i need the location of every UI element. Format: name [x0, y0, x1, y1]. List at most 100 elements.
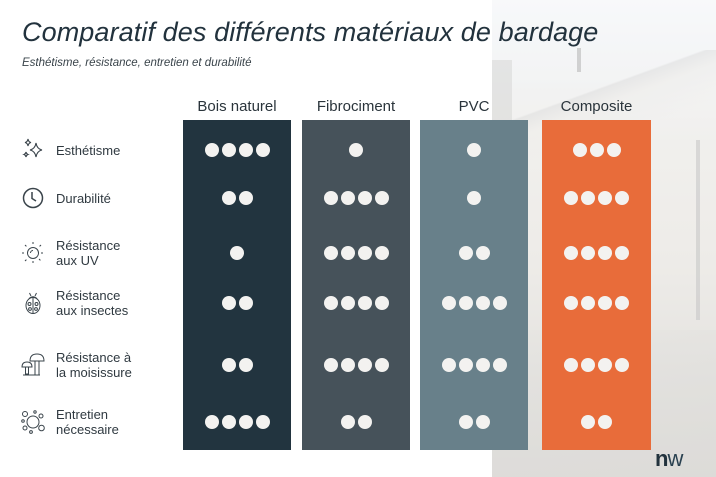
rating-cell [420, 412, 528, 432]
rating-dot [238, 415, 253, 429]
rating-dot [458, 296, 473, 310]
bubbles-icon [20, 409, 46, 435]
column-composite [542, 120, 651, 450]
rating-dot [349, 143, 363, 157]
rating-dot [581, 296, 595, 310]
rating-cell [183, 140, 291, 160]
brand-logo: nw [655, 446, 683, 472]
row-label-line: Résistance à [56, 350, 132, 365]
rating-dot [467, 191, 481, 205]
row-label-line: Résistance [56, 238, 121, 253]
rating-dot [458, 358, 473, 372]
column-pvc [420, 120, 528, 450]
rating-cell [420, 293, 528, 313]
column-bois-naturel [183, 120, 291, 450]
rating-dot [238, 358, 253, 372]
rating-dot [598, 191, 612, 205]
row-label-line: aux insectes [56, 303, 129, 318]
rating-dot [357, 191, 372, 205]
rating-cell [542, 355, 651, 375]
rating-dot [598, 296, 612, 310]
rating-dot [238, 191, 253, 205]
background-chimney [577, 48, 581, 72]
rating-cell [420, 140, 528, 160]
rating-dot [340, 246, 355, 260]
rating-dot [564, 296, 578, 310]
rating-dot [475, 296, 490, 310]
rating-cell [420, 188, 528, 208]
rating-cell [542, 412, 651, 432]
rating-dot [204, 143, 219, 157]
rating-dot [221, 358, 236, 372]
rating-dot [357, 296, 372, 310]
rating-dot [615, 191, 629, 205]
rating-dot [221, 415, 236, 429]
rating-dot [374, 191, 389, 205]
logo-letter-n: n [655, 446, 668, 471]
ladybug-icon [20, 290, 46, 316]
rating-dot [615, 296, 629, 310]
row-label: Durabilité [20, 183, 111, 213]
row-label-line: Résistance [56, 288, 121, 303]
rating-dot [357, 415, 372, 429]
rating-dot [238, 296, 253, 310]
rating-dot [238, 143, 253, 157]
rating-dot [475, 358, 490, 372]
rating-cell [302, 412, 410, 432]
rating-cell [183, 412, 291, 432]
rating-dot [615, 246, 629, 260]
logo-letter-w: w [667, 446, 683, 471]
rating-dot [230, 246, 244, 260]
rating-cell [542, 243, 651, 263]
rating-dot [221, 296, 236, 310]
rating-dot [475, 246, 490, 260]
rating-cell [183, 188, 291, 208]
row-label-line: nécessaire [56, 422, 119, 437]
row-label-line: Entretien [56, 407, 109, 422]
page-title: Comparatif des différents matériaux de b… [22, 17, 599, 47]
mushroom-icon [20, 352, 46, 378]
rating-cell [542, 293, 651, 313]
rating-dot [467, 143, 481, 157]
rating-dot [564, 246, 578, 260]
row-label: Esthétisme [20, 135, 120, 165]
rating-dot [340, 415, 355, 429]
row-label: Résistance aux insectes [20, 288, 128, 318]
rating-dot [492, 296, 507, 310]
sparkles-icon [20, 137, 46, 163]
rating-dot [572, 143, 587, 157]
rating-dot [598, 415, 612, 429]
row-label-line: Durabilité [56, 190, 111, 206]
background-downpipe [696, 140, 700, 320]
rating-cell [542, 188, 651, 208]
rating-dot [255, 143, 270, 157]
rating-cell [302, 355, 410, 375]
row-label: Entretien nécessaire [20, 407, 119, 437]
rating-dot [323, 191, 338, 205]
rating-dot [581, 358, 595, 372]
rating-dot [458, 415, 473, 429]
rating-dot [458, 246, 473, 260]
rating-dot [323, 358, 338, 372]
rating-cell [302, 293, 410, 313]
rating-dot [475, 415, 490, 429]
row-label-text: Durabilité [56, 191, 111, 206]
row-label-text: Esthétisme [56, 143, 120, 158]
rating-dot [589, 143, 604, 157]
rating-dot [323, 246, 338, 260]
rating-cell [183, 355, 291, 375]
row-label-text: Résistance à la moisissure [56, 350, 132, 380]
rating-dot [606, 143, 621, 157]
rating-cell [420, 355, 528, 375]
column-header-composite: Composite [560, 98, 633, 115]
rating-dot [581, 415, 595, 429]
rating-cell [302, 188, 410, 208]
rating-dot [204, 415, 219, 429]
row-label-line: aux UV [56, 253, 99, 268]
rating-dot [581, 246, 595, 260]
row-label-text: Résistance aux insectes [56, 288, 128, 318]
rating-dot [374, 296, 389, 310]
row-label: Résistance à la moisissure [20, 350, 132, 380]
rating-dot [564, 191, 578, 205]
rating-dot [441, 296, 456, 310]
